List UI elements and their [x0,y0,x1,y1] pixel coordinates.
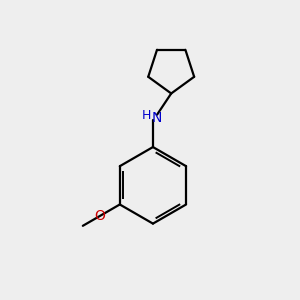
Text: N: N [151,111,162,124]
Text: O: O [94,209,105,223]
Text: H: H [142,109,151,122]
